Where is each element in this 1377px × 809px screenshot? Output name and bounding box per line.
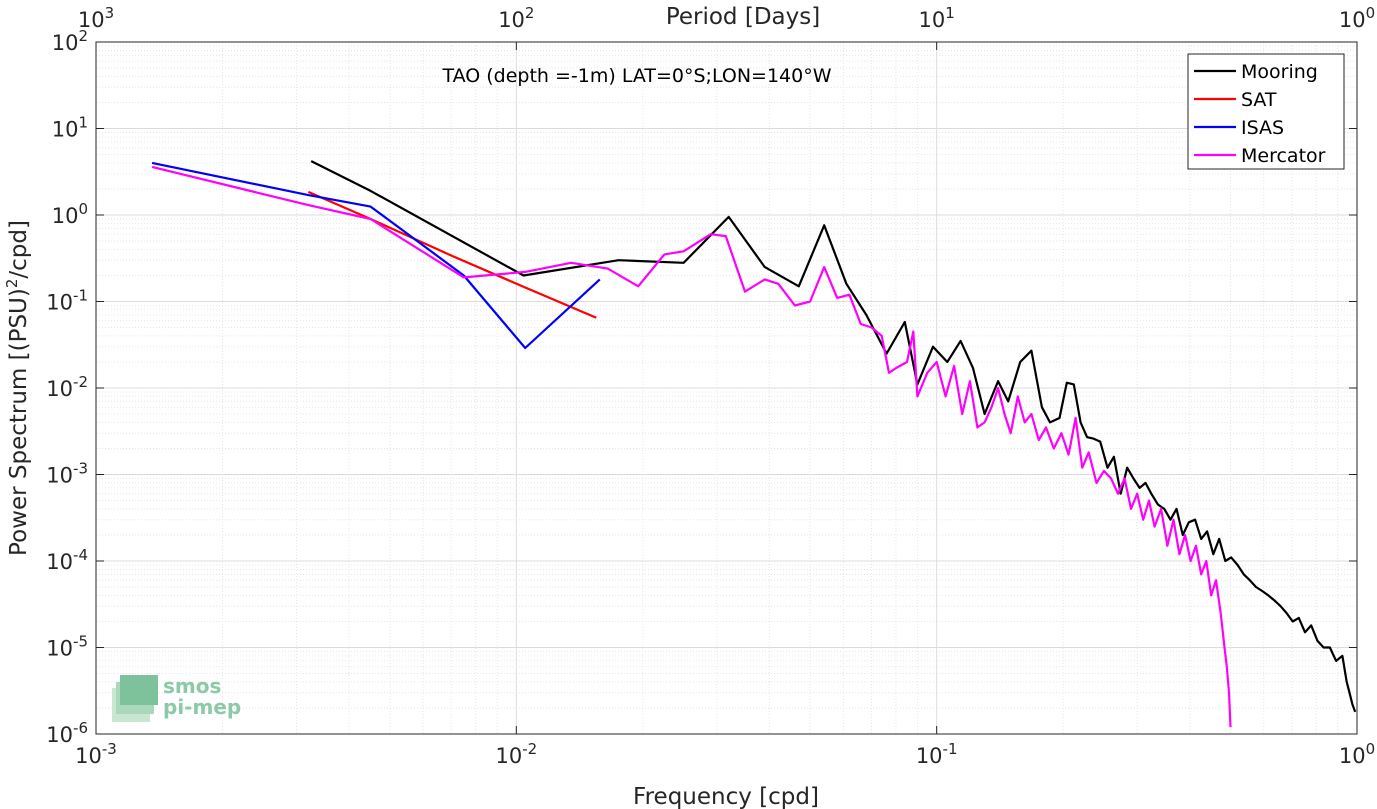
tick-base: 10 <box>46 377 73 401</box>
tick-base: 10 <box>46 464 73 488</box>
tick-base: 10 <box>52 31 79 55</box>
tick-exponent: -1 <box>943 740 958 758</box>
logo-layer-front <box>120 675 158 705</box>
minor-gridlines <box>96 42 1357 734</box>
legend-label-sat: SAT <box>1241 89 1277 111</box>
series-line-isas <box>151 161 601 350</box>
y-axis-title-tail: /cpd] <box>6 220 32 279</box>
tick-base: 10 <box>1339 8 1366 32</box>
y-axis-title: Power Spectrum [(PSU)2/cpd] <box>3 220 32 556</box>
y-tick-label: 10-5 <box>46 633 88 661</box>
smos-pi-mep-logo: smos pi-mep <box>112 674 241 722</box>
series-line-mooring <box>310 160 1357 713</box>
tick-base: 10 <box>46 550 73 574</box>
tick-exponent: 2 <box>78 27 88 45</box>
logo-text-smos: smos <box>163 674 221 698</box>
tick-base: 10 <box>75 744 102 768</box>
top-axis-tick-labels: 103 102 101 100 <box>78 4 1375 32</box>
x-axis-title: Frequency [cpd] <box>633 784 819 809</box>
tick-exponent: 0 <box>1366 4 1376 22</box>
y-tick-label: 10-4 <box>46 546 88 574</box>
series-layer <box>151 160 1357 728</box>
x-tick-label: 100 <box>1339 740 1375 768</box>
top-tick-label: 100 <box>1339 4 1375 32</box>
axis-ticks <box>95 41 1358 735</box>
tick-exponent: -5 <box>73 633 88 651</box>
tick-exponent: -2 <box>522 740 537 758</box>
y-tick-label: 102 <box>52 27 88 55</box>
tick-base: 10 <box>52 118 79 142</box>
tick-exponent: -1 <box>73 287 88 305</box>
tick-base: 10 <box>46 291 73 315</box>
tick-base: 10 <box>46 637 73 661</box>
tick-base: 10 <box>52 204 79 228</box>
y-tick-label: 10-3 <box>46 460 88 488</box>
y-tick-label: 10-2 <box>46 373 88 401</box>
tick-base: 10 <box>498 8 525 32</box>
x-tick-label: 10-3 <box>75 740 117 768</box>
legend-label-mooring: Mooring <box>1241 61 1318 83</box>
legend: Mooring SAT ISAS Mercator <box>1187 53 1345 170</box>
tick-base: 10 <box>919 8 946 32</box>
tick-exponent: -2 <box>73 373 88 391</box>
y-tick-label: 10-1 <box>46 287 88 315</box>
tick-exponent: 1 <box>945 4 955 22</box>
logo-text-pi-mep: pi-mep <box>163 695 241 719</box>
tick-base: 10 <box>495 744 522 768</box>
y-tick-label: 100 <box>52 200 88 228</box>
tick-base: 10 <box>1339 744 1366 768</box>
tick-exponent: -4 <box>73 546 88 564</box>
top-tick-label: 102 <box>498 4 534 32</box>
y-tick-label: 101 <box>52 114 88 142</box>
chart-title: TAO (depth =-1m) LAT=0°S;LON=140°W <box>441 65 831 87</box>
y-axis-title-superscript: 2 <box>3 279 21 289</box>
legend-label-isas: ISAS <box>1241 117 1284 139</box>
tick-exponent: 2 <box>525 4 535 22</box>
x-tick-label: 10-2 <box>495 740 537 768</box>
y-tick-label: 10-6 <box>46 719 88 747</box>
tick-exponent: -6 <box>73 719 88 737</box>
top-tick-label: 101 <box>919 4 955 32</box>
tick-base: 10 <box>916 744 943 768</box>
series-line-mercator <box>151 165 1232 728</box>
top-tick-label: 103 <box>78 4 114 32</box>
tick-exponent: -3 <box>102 740 117 758</box>
tick-exponent: 0 <box>78 200 88 218</box>
tick-base: 10 <box>46 723 73 747</box>
tick-base: 10 <box>78 8 105 32</box>
series-line-sat <box>307 190 597 319</box>
tick-exponent: -3 <box>73 460 88 478</box>
x-tick-label: 10-1 <box>916 740 958 768</box>
y-axis-title-main: Power Spectrum [(PSU) <box>6 288 32 556</box>
tick-exponent: 0 <box>1366 740 1376 758</box>
tick-exponent: 3 <box>105 4 115 22</box>
tick-exponent: 1 <box>78 114 88 132</box>
x-axis-tick-labels: 10-3 10-2 10-1 100 <box>75 740 1375 768</box>
legend-label-mercator: Mercator <box>1241 145 1326 167</box>
legend-box <box>1187 53 1345 170</box>
top-axis-title: Period [Days] <box>666 4 820 30</box>
